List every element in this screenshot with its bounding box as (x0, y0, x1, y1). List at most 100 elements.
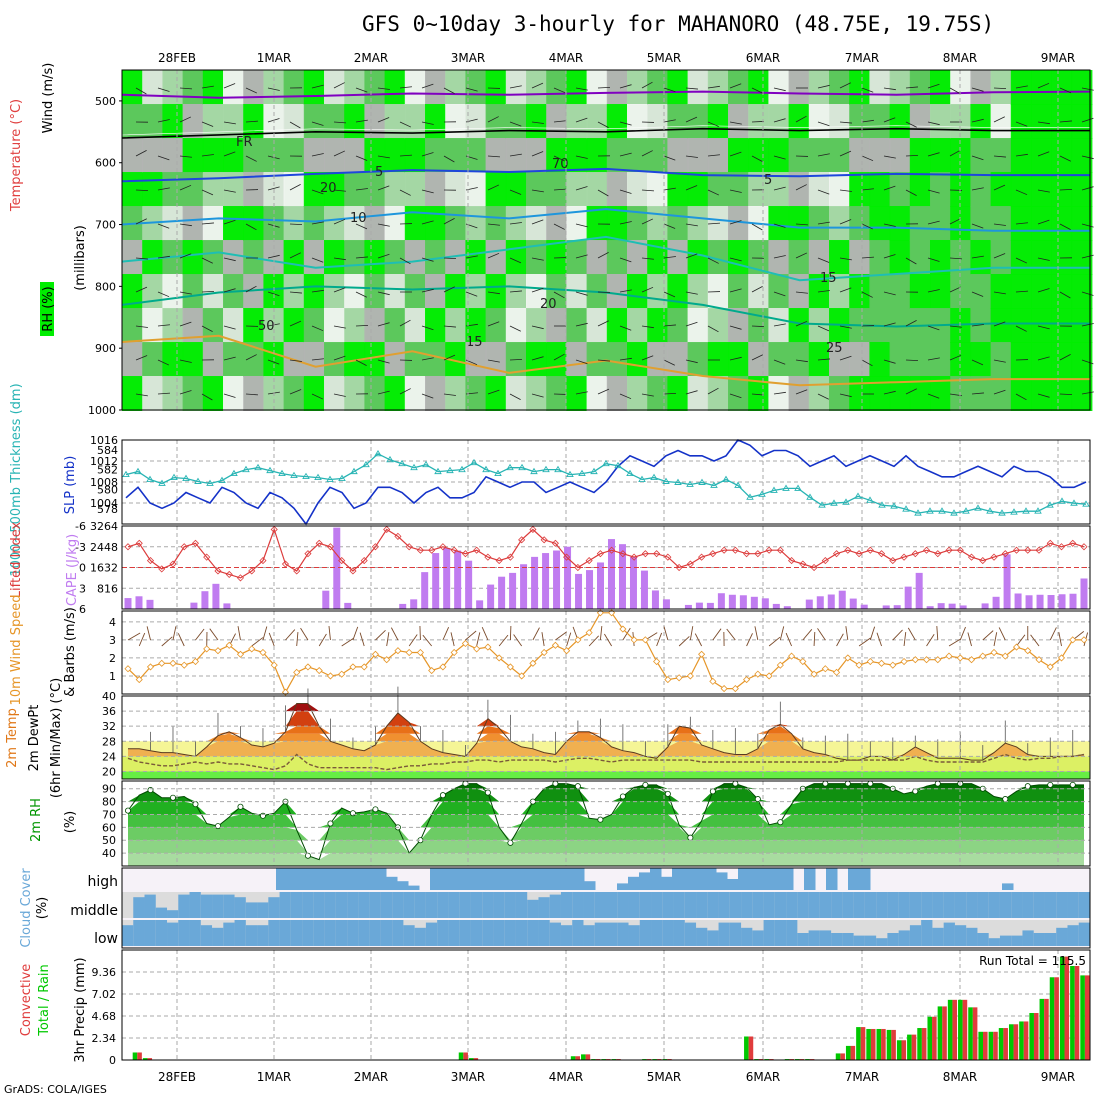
cape-bar (410, 599, 418, 609)
cape-bar (223, 603, 231, 609)
rh-cell (930, 342, 951, 377)
wind-barb (861, 359, 873, 367)
rh-cell (1031, 70, 1052, 105)
cloud-bar (313, 920, 326, 946)
wind-barb (817, 325, 830, 332)
lifted-index-point (371, 543, 380, 551)
rh-cell (303, 240, 325, 275)
cape-bar (882, 605, 890, 609)
cloud-bar (144, 920, 157, 946)
wind-barb (443, 155, 455, 163)
wind-speed-point (506, 663, 514, 671)
lifted-index-point (979, 557, 987, 565)
wind-barb (157, 187, 170, 191)
surface-wind-barb (127, 632, 141, 641)
thickness-point (806, 493, 814, 500)
rh-cell (344, 104, 366, 139)
lifted-index-point (338, 557, 346, 565)
cloud-bar (448, 920, 461, 946)
rh-cell (142, 104, 164, 139)
rh-cell (182, 342, 204, 377)
wind-barb (399, 257, 411, 265)
rh-cell (869, 274, 891, 309)
wind-barb (971, 118, 984, 123)
surface-wind-barb (604, 633, 613, 647)
cloud-bar (1011, 935, 1023, 946)
date-label-top: 1MAR (257, 51, 292, 65)
temperature-fill-layer (128, 741, 1084, 757)
wind-barb (421, 288, 434, 293)
wind-barb (575, 155, 588, 159)
lifted-index-point (832, 550, 841, 558)
precip-total-bar (876, 1028, 882, 1060)
cloud-bar (909, 925, 922, 946)
rh-cell (808, 172, 830, 207)
rh-cell (829, 138, 850, 173)
wind-barb (597, 291, 611, 294)
rh-cell (647, 342, 669, 377)
wind-barb (509, 189, 522, 195)
wind-barb (619, 289, 632, 293)
rh-cell (526, 240, 547, 275)
cloud-bar (482, 892, 494, 918)
rh-cell (404, 274, 426, 309)
rh-fill-layer (128, 801, 1084, 815)
rh-cell (606, 172, 628, 207)
cloud-bar (538, 920, 551, 946)
cloud-bar (167, 922, 179, 946)
rh-cell (364, 206, 386, 241)
minmax-axis-label: (6hr Min/Max) (°C) (49, 678, 64, 798)
cloud-bar (463, 868, 475, 890)
wind-barb (905, 359, 919, 362)
rh-cell (768, 172, 790, 207)
rh-cell (303, 172, 325, 207)
lifted-index-point (686, 560, 694, 568)
rh-cell (990, 376, 1012, 411)
surface-wind-barb (390, 627, 399, 641)
wind-barb (773, 291, 786, 297)
temperature-tick: 24 (102, 750, 116, 763)
wind-barb (619, 325, 632, 331)
rh-cell (566, 342, 588, 377)
rh-point (237, 803, 244, 810)
wind-barb (509, 153, 522, 157)
wind-speed-point (664, 675, 672, 684)
rh-cell (808, 376, 830, 411)
cape-bar (135, 596, 143, 609)
rh-cell (425, 138, 446, 173)
run-total-label: Run Total = 115.5 (979, 954, 1086, 968)
lifted-index-point (844, 546, 852, 554)
rh-cell (970, 172, 992, 207)
thickness-point (386, 455, 394, 463)
rh-cell (707, 308, 729, 343)
cloud-bar (749, 868, 761, 890)
wind-barb (707, 189, 720, 196)
cloud-bar (342, 868, 354, 890)
cloud-bar (707, 930, 720, 946)
wind-barb (201, 325, 213, 332)
rh-cell (182, 104, 204, 139)
rh-cell (889, 138, 911, 173)
cloud-bar (347, 920, 359, 946)
thickness-point (146, 475, 154, 482)
rh-cell (182, 240, 204, 275)
cloud-bar (876, 892, 888, 918)
wind-speed-point (304, 663, 312, 671)
lifted-index-point (169, 560, 177, 568)
wind-speed-point (450, 648, 458, 657)
wind-barb (201, 222, 214, 225)
cloud-bar (741, 892, 753, 918)
rh-cell (970, 70, 992, 105)
precip-convective-bar (1064, 956, 1070, 1060)
wind-barb (311, 358, 324, 361)
rh-cell (182, 376, 204, 411)
wind-barb (905, 388, 917, 395)
wind-speed-point (574, 636, 582, 644)
wind-barb (597, 359, 610, 362)
rh-cell (1071, 70, 1093, 105)
rh-cell (425, 376, 446, 411)
rh-cell (1010, 240, 1032, 275)
rh-cell (364, 342, 386, 377)
wind-barb (971, 255, 984, 259)
rh-cell (889, 274, 911, 309)
